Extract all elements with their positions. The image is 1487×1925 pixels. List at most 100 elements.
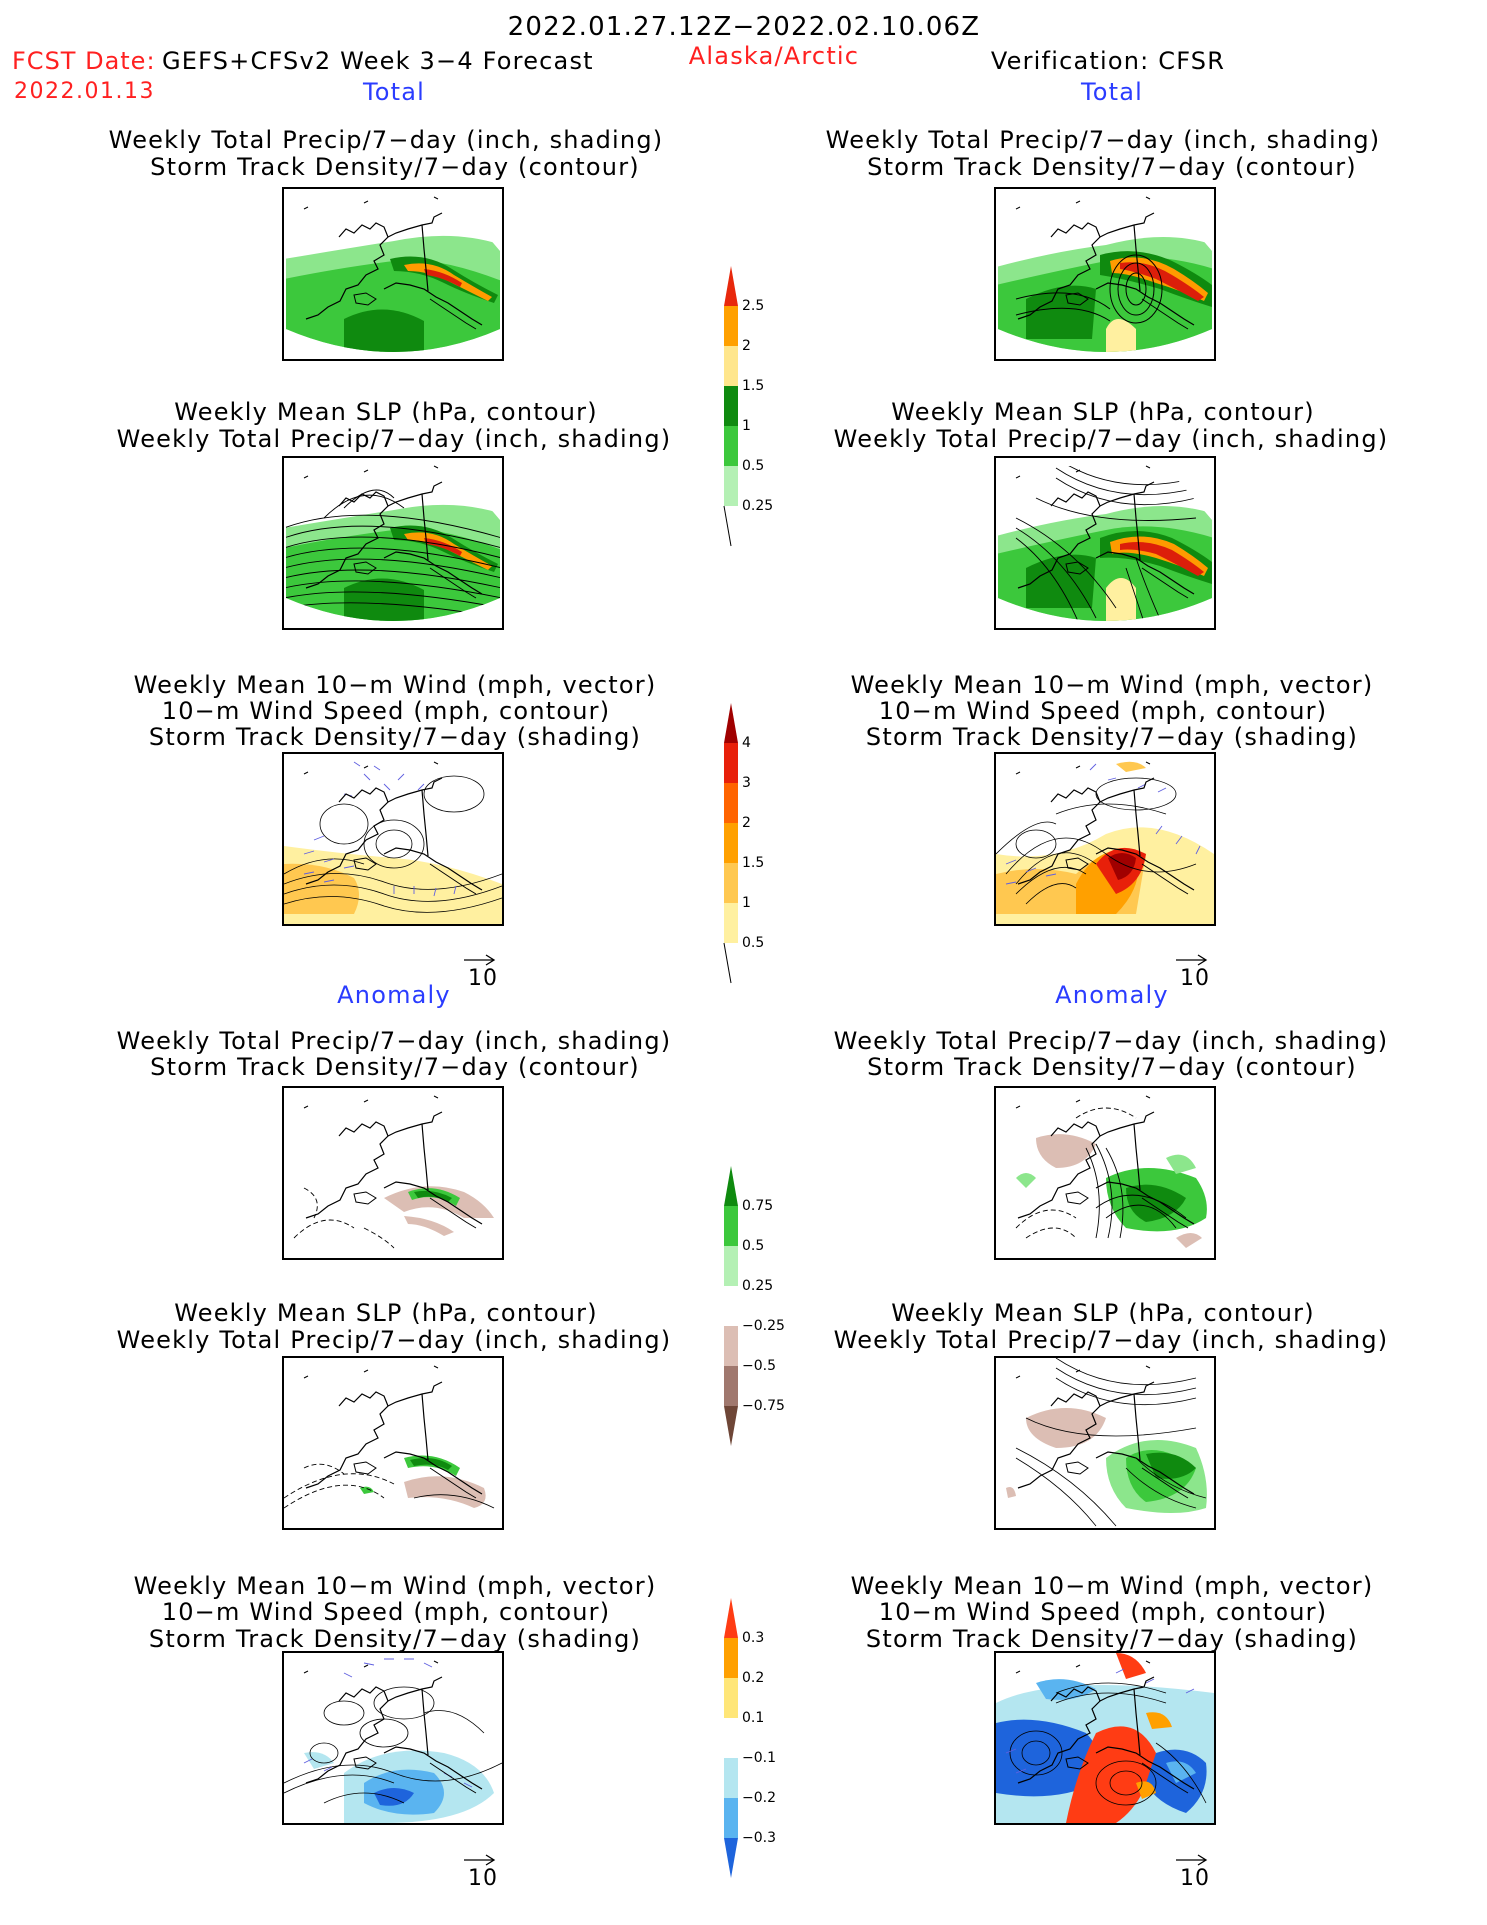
title-l4-line2: Storm Track Density/7−day (contour) — [150, 1053, 640, 1081]
colorbar-label: 0.1 — [742, 1710, 765, 1726]
colorbar-label: 1.5 — [742, 855, 765, 871]
title-r1-line2: Storm Track Density/7−day (contour) — [867, 153, 1357, 181]
title-l5-line2: Weekly Total Precip/7−day (inch, shading… — [116, 1326, 672, 1354]
colorbar-label: −0.1 — [742, 1750, 776, 1766]
colorbar-swatch — [724, 1246, 738, 1286]
colorbar-label: 0.75 — [742, 1198, 774, 1214]
title-l5-line1: Weekly Mean SLP (hPa, contour) — [174, 1299, 598, 1327]
map-total-wind-track-verification — [994, 752, 1216, 926]
title-r6-line1: Weekly Mean 10−m Wind (mph, vector) — [850, 1572, 1374, 1600]
title-r6-line2: 10−m Wind Speed (mph, contour) — [878, 1598, 1328, 1626]
colorbar-tail — [723, 505, 732, 547]
section-anomaly-right: Anomaly — [1055, 981, 1169, 1009]
colorbar-label: 0.25 — [742, 498, 774, 514]
colorbar-swatch — [724, 1326, 738, 1366]
vector-reference-label: 10 — [468, 1866, 498, 1891]
fcst-label: FCST Date: — [12, 47, 156, 75]
title-l4-line1: Weekly Total Precip/7−day (inch, shading… — [116, 1027, 672, 1055]
arrow-right-icon — [464, 1854, 496, 1866]
vector-reference-label: 10 — [1180, 1866, 1210, 1891]
colorbar-swatch — [724, 783, 738, 823]
verification-label: Verification: CFSR — [990, 47, 1226, 75]
map-total-slp-precip-verification — [994, 456, 1216, 630]
colorbar-arrow-top — [724, 1598, 738, 1638]
colorbar-label: 0.3 — [742, 1630, 765, 1646]
colorbar-label: −0.2 — [742, 1790, 776, 1806]
section-total-left: Total — [362, 78, 426, 106]
vector-reference-label: 10 — [468, 966, 498, 991]
map-total-precip-track-forecast — [282, 187, 504, 361]
colorbar-label: 0.5 — [742, 1238, 765, 1254]
colorbar-swatch — [724, 346, 738, 386]
map-anomaly-slp-precip-forecast — [282, 1356, 504, 1530]
colorbar-label: 2.5 — [742, 298, 765, 314]
title-r3-line3: Storm Track Density/7−day (shading) — [865, 723, 1359, 751]
title-l2-line2: Weekly Total Precip/7−day (inch, shading… — [116, 425, 672, 453]
vector-reference-r3: 10 — [1172, 950, 1232, 994]
arrow-right-icon — [464, 954, 496, 966]
map-anomaly-wind-track-verification — [994, 1651, 1216, 1825]
colorbar-anomaly-precip: 0.75 0.5 0.25 −0.25 −0.5 −0.75 — [710, 1166, 800, 1456]
map-anomaly-precip-track-verification — [994, 1086, 1216, 1260]
colorbar-label: 0.5 — [742, 935, 765, 951]
colorbar-swatch — [724, 426, 738, 466]
title-l3-line2: 10−m Wind Speed (mph, contour) — [161, 697, 611, 725]
title-l2-line1: Weekly Mean SLP (hPa, contour) — [174, 398, 598, 426]
title-r5-line1: Weekly Mean SLP (hPa, contour) — [891, 1299, 1315, 1327]
colorbar-arrow-top — [724, 1166, 738, 1206]
colorbar-swatch — [724, 903, 738, 943]
colorbar-label: −0.5 — [742, 1358, 776, 1374]
title-l3-line3: Storm Track Density/7−day (shading) — [148, 723, 642, 751]
map-total-precip-track-verification — [994, 187, 1216, 361]
colorbar-total-precip: 2.5 2 1.5 1 0.5 0.25 — [710, 266, 800, 566]
colorbar-label: 3 — [742, 775, 751, 791]
arrow-right-icon — [1176, 954, 1208, 966]
colorbar-total-track: 4 3 2 1.5 1 0.5 — [710, 703, 800, 1003]
title-r4-line2: Storm Track Density/7−day (contour) — [867, 1053, 1357, 1081]
map-anomaly-slp-precip-verification — [994, 1356, 1216, 1530]
title-r3-line1: Weekly Mean 10−m Wind (mph, vector) — [850, 671, 1374, 699]
title-l3-line1: Weekly Mean 10−m Wind (mph, vector) — [133, 671, 657, 699]
map-anomaly-wind-track-forecast — [282, 1651, 504, 1825]
colorbar-tail — [723, 942, 732, 984]
colorbar-label: 4 — [742, 735, 751, 751]
colorbar-arrow-bottom — [724, 1838, 738, 1878]
vector-reference-l6: 10 — [460, 1850, 520, 1894]
colorbar-label: 1.5 — [742, 378, 765, 394]
colorbar-swatch — [724, 863, 738, 903]
fcst-date: 2022.01.13 — [14, 79, 155, 104]
title-r4-line1: Weekly Total Precip/7−day (inch, shading… — [833, 1027, 1389, 1055]
colorbar-label: −0.3 — [742, 1830, 776, 1846]
vector-reference-label: 10 — [1180, 966, 1210, 991]
colorbar-swatch — [724, 1366, 738, 1406]
colorbar-label: −0.25 — [742, 1318, 785, 1334]
colorbar-swatch — [724, 1206, 738, 1246]
colorbar-swatch — [724, 1638, 738, 1678]
vector-reference-r6: 10 — [1172, 1850, 1232, 1894]
title-r3-line2: 10−m Wind Speed (mph, contour) — [878, 697, 1328, 725]
title-l6-line1: Weekly Mean 10−m Wind (mph, vector) — [133, 1572, 657, 1600]
region-label: Alaska/Arctic — [688, 42, 860, 70]
colorbar-label: 2 — [742, 815, 751, 831]
map-anomaly-precip-track-forecast — [282, 1086, 504, 1260]
date-range: 2022.01.27.12Z−2022.02.10.06Z — [507, 12, 981, 42]
colorbar-label: 2 — [742, 338, 751, 354]
colorbar-arrow-top — [724, 703, 738, 743]
vector-reference-l3: 10 — [460, 950, 520, 994]
title-r1-line1: Weekly Total Precip/7−day (inch, shading… — [825, 126, 1381, 154]
forecast-system: GEFS+CFSv2 Week 3−4 Forecast — [162, 47, 594, 75]
arrow-right-icon — [1176, 1854, 1208, 1866]
colorbar-label: 1 — [742, 418, 751, 434]
colorbar-swatch — [724, 1718, 738, 1758]
map-total-slp-precip-forecast — [282, 456, 504, 630]
colorbar-arrow-top — [724, 266, 738, 306]
title-l1-line2: Storm Track Density/7−day (contour) — [150, 153, 640, 181]
colorbar-label: 0.5 — [742, 458, 765, 474]
section-anomaly-left: Anomaly — [337, 981, 451, 1009]
title-l6-line2: 10−m Wind Speed (mph, contour) — [161, 1598, 611, 1626]
title-r2-line2: Weekly Total Precip/7−day (inch, shading… — [833, 425, 1389, 453]
colorbar-swatch — [724, 1678, 738, 1718]
colorbar-arrow-bottom — [724, 1406, 738, 1446]
title-r6-line3: Storm Track Density/7−day (shading) — [865, 1625, 1359, 1653]
colorbar-label: 0.2 — [742, 1670, 765, 1686]
